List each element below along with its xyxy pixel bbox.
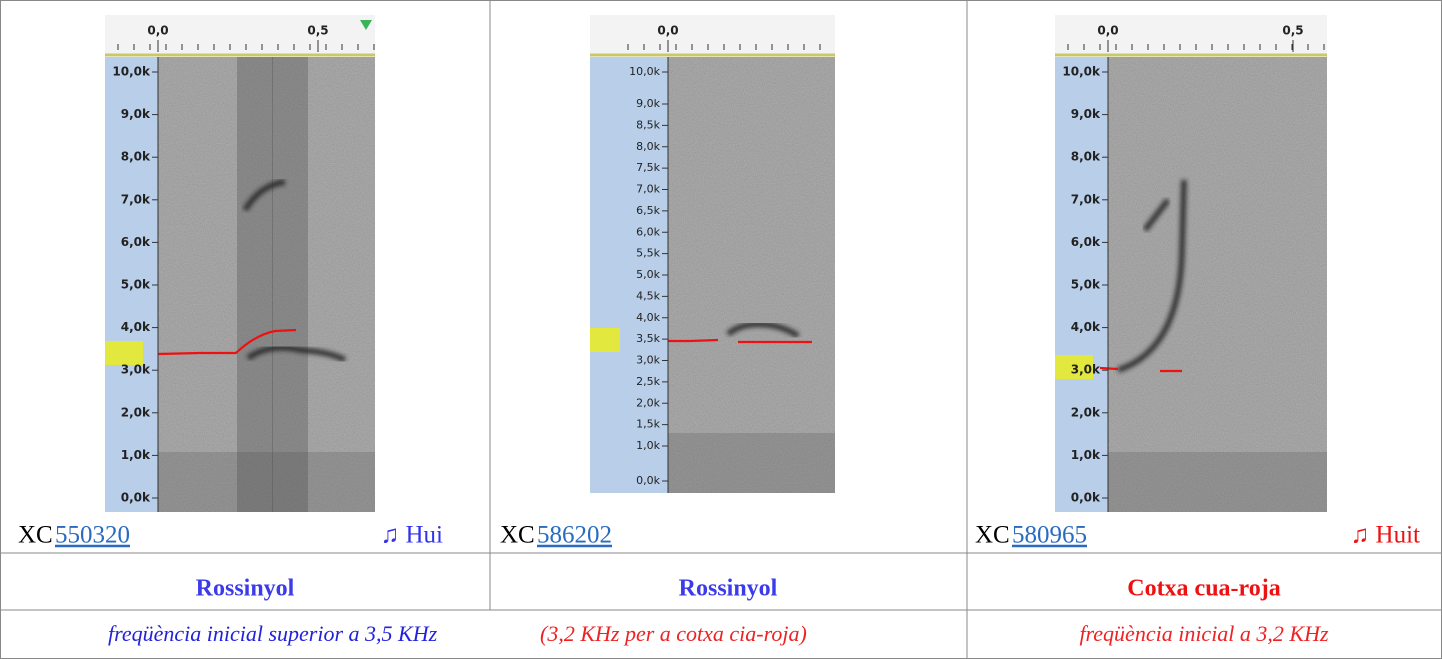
- freq-tick-label: 7,5k: [636, 161, 660, 174]
- time-tick-label: 0,0: [147, 24, 168, 38]
- freq-tick-label: 9,0k: [636, 97, 660, 110]
- frequency-line: [1099, 366, 1182, 373]
- freq-tick-label: 4,0k: [121, 320, 151, 334]
- freq-tick-label: 2,0k: [121, 405, 151, 419]
- freq-tick-label: 5,0k: [636, 268, 660, 281]
- xc-prefix: XC: [18, 522, 53, 549]
- freq-tick-label: 5,0k: [1071, 278, 1101, 292]
- time-tick-label: 0,5: [1282, 24, 1303, 38]
- freq-tick-label: 8,0k: [121, 150, 151, 164]
- call-trace: [246, 344, 347, 363]
- call-trace: [726, 321, 800, 339]
- note: (3,2 KHz per a cotxa cia-roja): [540, 621, 807, 646]
- freq-tick-label: 0,0k: [121, 491, 151, 505]
- freq-tick-label: 1,0k: [1071, 448, 1101, 462]
- sound: ♫ Huit: [1351, 522, 1421, 549]
- freq-tick-label: 3,0k: [121, 363, 151, 377]
- axis-panel: [105, 57, 158, 512]
- freq-tick-label: 1,0k: [636, 439, 660, 452]
- freq-tick-label: 4,5k: [636, 289, 660, 302]
- freq-tick-label: 7,0k: [121, 192, 151, 206]
- ruler: [590, 15, 835, 55]
- freq-tick-label: 9,0k: [1071, 107, 1101, 121]
- species: Cotxa cua-roja: [1127, 576, 1281, 602]
- low-band: [158, 452, 375, 512]
- xc-link[interactable]: 586202: [537, 522, 612, 549]
- freq-tick-label: 0,0k: [636, 474, 660, 487]
- species: Rossinyol: [196, 576, 295, 602]
- xc-link[interactable]: 580965: [1012, 522, 1087, 549]
- frequency-line: [668, 338, 812, 344]
- freq-tick-label: 0,0k: [1071, 491, 1101, 505]
- freq-tick-label: 6,5k: [636, 204, 660, 217]
- xc-link[interactable]: 550320: [55, 522, 130, 549]
- freq-tick-label: 5,0k: [121, 278, 151, 292]
- freq-tick-label: 10,0k: [629, 65, 660, 78]
- freq-tick-label: 8,0k: [1071, 150, 1101, 164]
- freq-tick-label: 5,5k: [636, 247, 660, 260]
- noise-bar: [272, 57, 308, 512]
- highlight: [590, 328, 620, 352]
- freq-tick-label: 2,5k: [636, 375, 660, 388]
- freq-tick-label: 2,0k: [636, 396, 660, 409]
- sound: ♫ Hui: [381, 522, 444, 549]
- xc-prefix: XC: [500, 522, 535, 549]
- call-trace: [242, 179, 286, 212]
- play-marker: [360, 20, 372, 30]
- freq-tick-label: 7,0k: [636, 183, 660, 196]
- time-tick-label: 0,0: [1097, 24, 1118, 38]
- species: Rossinyol: [679, 576, 778, 602]
- call-trace: [1117, 179, 1187, 373]
- time-tick-label: 0,0: [657, 24, 678, 38]
- highlight: [1055, 355, 1093, 379]
- freq-tick-label: 6,0k: [121, 235, 151, 249]
- freq-tick-label: 8,0k: [636, 140, 660, 153]
- freq-tick-label: 7,0k: [1071, 192, 1101, 206]
- freq-tick-label: 4,0k: [636, 311, 660, 324]
- freq-tick-label: 3,5k: [636, 332, 660, 345]
- noise-bar: [237, 57, 273, 512]
- axis-panel: [590, 57, 668, 493]
- axis-panel: [1055, 57, 1108, 512]
- low-band: [668, 433, 835, 493]
- freq-tick-label: 1,0k: [121, 448, 151, 462]
- note: freqüència inicial superior a 3,5 KHz: [108, 621, 438, 646]
- freq-tick-label: 6,0k: [1071, 235, 1101, 249]
- freq-tick-label: 10,0k: [112, 65, 151, 79]
- ruler: [105, 15, 375, 55]
- freq-tick-label: 2,0k: [1071, 405, 1101, 419]
- xc-prefix: XC: [975, 522, 1010, 549]
- spectrogram-noise: [158, 57, 375, 512]
- freq-tick-label: 3,0k: [636, 354, 660, 367]
- spectrogram-noise: [1108, 57, 1327, 512]
- freq-tick-label: 6,0k: [636, 225, 660, 238]
- highlight: [105, 341, 143, 365]
- time-tick-label: 0,5: [307, 24, 328, 38]
- spectrogram-noise: [668, 57, 835, 493]
- note: freqüència inicial a 3,2 KHz: [1079, 621, 1329, 646]
- freq-tick-label: 4,0k: [1071, 320, 1101, 334]
- call-trace: [1142, 198, 1171, 232]
- frequency-line: [157, 328, 297, 356]
- freq-tick-label: 8,5k: [636, 118, 660, 131]
- low-band: [1108, 452, 1327, 512]
- freq-tick-label: 10,0k: [1062, 65, 1101, 79]
- freq-tick-label: 1,5k: [636, 418, 660, 431]
- freq-tick-label: 3,0k: [1071, 363, 1101, 377]
- freq-tick-label: 9,0k: [121, 107, 151, 121]
